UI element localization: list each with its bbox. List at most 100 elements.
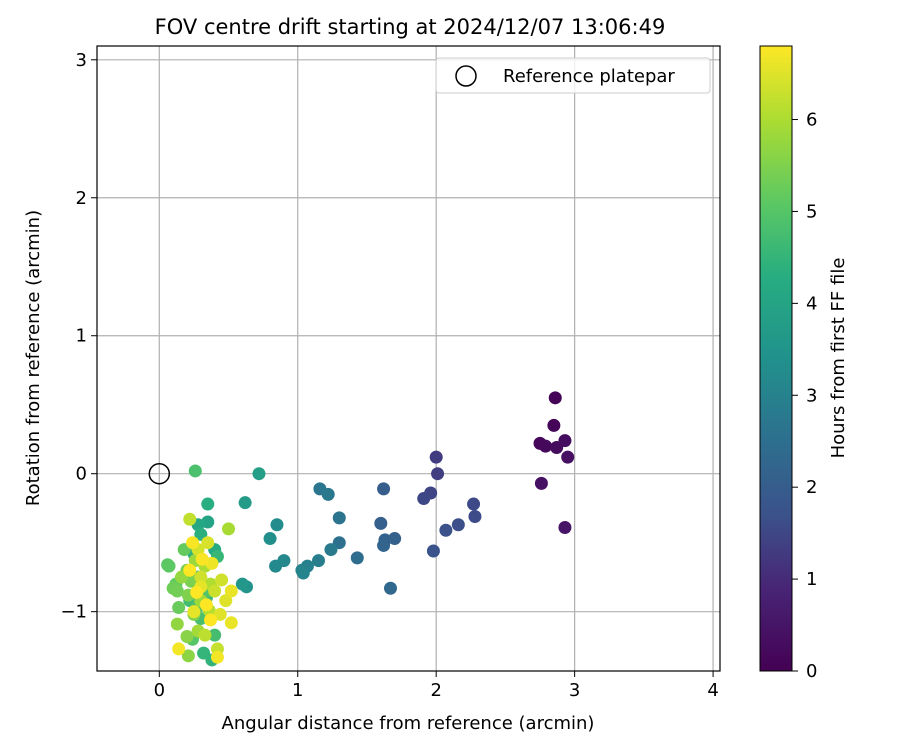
y-tick-label: 2 [76,188,87,209]
scatter-point [384,581,398,595]
colorbar-tick-label: 6 [806,110,817,131]
scatter-point [181,649,195,663]
scatter-point [426,544,440,558]
y-tick-label: 0 [76,464,87,485]
scatter-point [388,532,402,546]
colorbar-ticks: 0 1 2 3 4 5 6 [792,110,817,682]
scatter-point [558,434,572,448]
scatter-point [534,476,548,490]
chart-title: FOV centre drift starting at 2024/12/07 … [155,15,666,39]
scatter-point [183,563,197,577]
colorbar: 0 1 2 3 4 5 6 Hours from first FF file [759,45,849,682]
scatter-point [172,601,186,615]
scatter-point [350,551,364,565]
scatter-point [269,559,283,573]
scatter-point [219,594,233,608]
scatter-point [439,523,453,537]
colorbar-tick-label: 1 [806,569,817,590]
scatter-point [539,439,553,453]
x-tick-label: 2 [430,680,441,701]
legend: Reference platepar [435,57,711,94]
x-tick-label: 3 [569,680,580,701]
x-axis-label: Angular distance from reference (arcmin) [222,713,595,734]
scatter-point [197,646,211,660]
plot-frame [96,45,721,672]
scatter-point [162,559,176,573]
scatter-point [184,574,198,588]
y-tick-label: 3 [76,50,87,71]
legend-marker-icon [455,65,477,87]
scatter-point [296,566,310,580]
y-tick-label: 1 [76,326,87,347]
scatter-point [186,536,200,550]
scatter-point [252,467,266,481]
x-tick-label: 1 [292,680,303,701]
scatter-point [417,492,431,506]
x-tick-label: 4 [707,680,718,701]
scatter-point [270,518,284,532]
scatter-point [547,418,561,432]
scatter-point [188,464,202,478]
x-tick-label: 0 [154,680,165,701]
scatter-point [548,391,562,405]
scatter-point [194,570,208,584]
scatter-point [224,584,238,598]
colorbar-tick-label: 3 [806,385,817,406]
scatter-point [263,532,277,546]
scatter-point [235,577,249,591]
scatter-point [222,522,236,536]
legend-label: Reference platepar [503,66,675,87]
scatter-point [190,585,204,599]
scatter-point [431,467,445,481]
scatter-point [180,630,194,644]
scatter-point [561,450,575,464]
scatter-point [238,496,252,510]
scatter-point [468,509,482,523]
scatter-point [208,628,222,642]
reference-platepar-marker [148,462,171,485]
scatter-point [205,556,219,570]
colorbar-tick-label: 2 [806,477,817,498]
colorbar-tick-label: 4 [806,293,817,314]
scatter-point [208,584,222,598]
scatter-point [199,598,213,612]
scatter-points [161,391,575,667]
scatter-point [377,482,391,496]
scatter-point [451,518,465,532]
scatter-point [224,616,238,630]
scatter-point [198,628,212,642]
scatter-point [213,607,227,621]
y-tick-label: −1 [60,602,87,623]
legend-box [435,57,711,94]
scatter-point [210,650,224,664]
colorbar-tick-label: 5 [806,201,817,222]
scatter-point [201,497,215,511]
scatter-point [332,511,346,525]
scatter-point [215,573,229,587]
scatter-point [377,538,391,552]
scatter-point [467,497,481,511]
colorbar-tick-label: 0 [806,661,817,682]
scatter-point [170,617,184,631]
scatter-point [558,521,572,535]
scatter-point [170,584,184,598]
scatter-point [374,516,388,530]
scatter-point [429,450,443,464]
scatter-point [201,536,215,550]
colorbar-label: Hours from first FF file [828,258,849,459]
y-axis-label: Rotation from reference (arcmin) [23,210,44,506]
scatter-point [312,554,326,568]
scatter-point [204,613,218,627]
plot-area: 0 1 2 3 4 −1 0 1 2 3 [60,45,721,701]
colorbar-frame [759,45,793,672]
y-axis-ticks: −1 0 1 2 3 [60,50,97,623]
scatter-point [195,552,209,566]
scatter-point [321,487,335,501]
x-axis-ticks: 0 1 2 3 4 [154,671,719,701]
colorbar-gradient [760,46,792,671]
scatter-point [324,543,338,557]
scatter-point [187,605,201,619]
scatter-point [172,642,186,656]
scatter-point [183,512,197,526]
